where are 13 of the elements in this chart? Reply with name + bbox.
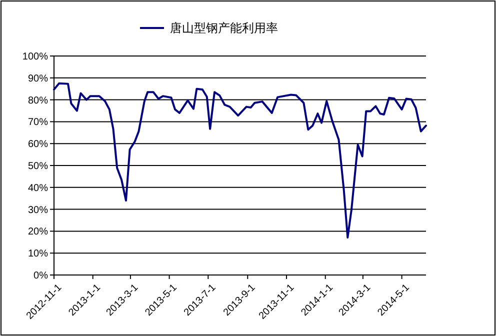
y-tick-label: 20% [28, 226, 48, 238]
y-tick-label: 0% [34, 270, 48, 282]
legend-label: 唐山型钢产能利用率 [170, 21, 278, 36]
y-tick-label: 100% [22, 52, 48, 62]
y-tick-label: 10% [28, 248, 48, 260]
line-series [53, 82, 427, 239]
y-tick-label: 60% [28, 139, 48, 150]
y-tick-label: 70% [28, 117, 48, 128]
y-tick-label: 80% [28, 95, 48, 106]
y-tick-label: 50% [28, 161, 48, 172]
y-tick-label: 40% [28, 182, 48, 194]
y-tick-label: 90% [28, 73, 48, 84]
y-tick-label: 30% [28, 204, 48, 216]
